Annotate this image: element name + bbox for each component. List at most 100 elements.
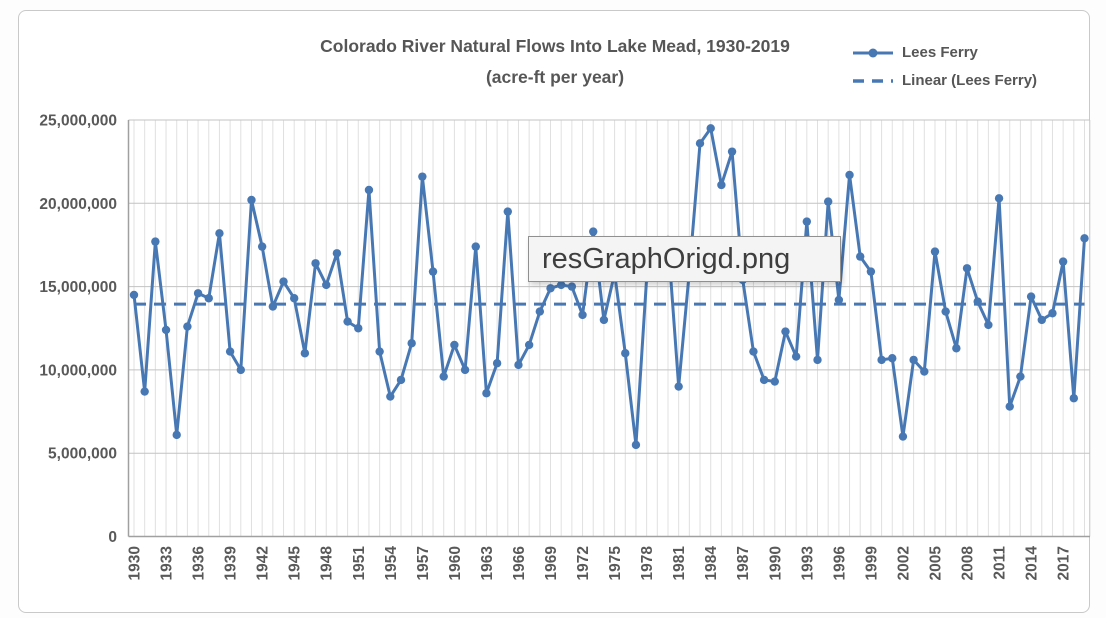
y-axis-tick-label: 5,000,000 — [48, 446, 117, 463]
data-point-marker — [1016, 372, 1025, 381]
x-axis-tick-label: 1978 — [639, 546, 656, 581]
data-point-marker — [770, 377, 779, 386]
y-axis-tick-label: 0 — [108, 529, 117, 546]
data-point-marker — [439, 372, 448, 381]
x-axis-tick-label: 2002 — [895, 546, 912, 580]
data-point-marker — [994, 194, 1004, 203]
data-point-marker — [247, 195, 256, 205]
data-point-marker — [524, 340, 534, 350]
data-point-marker — [952, 344, 961, 353]
data-point-marker — [802, 217, 812, 226]
data-point-marker — [589, 227, 598, 236]
data-point-marker — [920, 367, 929, 376]
x-axis-tick-label: 1960 — [447, 546, 464, 580]
legend-dashed-line-icon — [853, 78, 893, 83]
x-axis-tick-label: 1933 — [159, 546, 176, 581]
data-point-marker — [727, 147, 737, 156]
data-point-marker — [503, 207, 512, 216]
data-point-marker — [407, 339, 416, 348]
data-point-marker — [450, 340, 459, 350]
data-point-marker — [289, 294, 299, 303]
data-point-marker — [354, 324, 363, 333]
y-axis-tick-label: 15,000,000 — [39, 279, 117, 296]
data-point-marker — [1005, 402, 1014, 411]
data-point-marker — [1069, 394, 1079, 403]
data-point-marker — [1026, 292, 1036, 301]
data-point-marker — [492, 359, 502, 368]
data-point-marker — [428, 267, 438, 276]
data-point-marker — [322, 280, 331, 290]
data-point-marker — [375, 347, 384, 356]
data-point-marker — [1080, 234, 1089, 243]
data-point-marker — [845, 170, 854, 180]
data-point-marker — [236, 365, 245, 375]
data-point-marker — [877, 355, 886, 365]
chart-frame — [18, 10, 1090, 613]
data-point-marker — [706, 124, 715, 133]
data-point-marker — [418, 172, 427, 181]
data-point-marker — [749, 347, 758, 356]
data-point-marker — [129, 290, 139, 300]
x-axis-tick-label: 1999 — [863, 546, 880, 581]
data-point-marker — [140, 387, 149, 396]
data-point-marker — [364, 185, 374, 195]
x-axis-tick-label: 1948 — [319, 546, 336, 581]
data-point-marker — [888, 354, 897, 363]
data-point-marker — [268, 302, 278, 311]
data-point-marker — [396, 375, 406, 385]
data-point-marker — [621, 349, 630, 358]
legend-label: Lees Ferry — [902, 44, 978, 61]
x-axis-tick-label: 1966 — [511, 546, 528, 581]
data-point-marker — [535, 307, 545, 316]
data-point-marker — [172, 430, 181, 440]
data-point-marker — [183, 322, 192, 331]
data-point-marker — [257, 242, 267, 251]
data-point-marker — [834, 295, 844, 305]
x-axis-tick-label: 1951 — [351, 546, 368, 581]
data-point-marker — [1048, 309, 1057, 318]
data-point-marker — [225, 347, 235, 356]
data-point-marker — [856, 252, 865, 261]
x-axis-tick-label: 1993 — [799, 546, 816, 581]
data-point-marker — [514, 360, 523, 370]
data-point-marker — [578, 310, 587, 320]
data-point-marker — [781, 327, 790, 336]
x-axis-tick-label: 1984 — [703, 546, 720, 581]
data-point-marker — [471, 242, 480, 251]
x-axis-tick-label: 1957 — [415, 546, 432, 580]
data-point-marker — [599, 315, 609, 325]
x-axis-tick-label: 1987 — [735, 546, 752, 580]
data-point-marker — [460, 365, 470, 375]
x-axis-tick-label: 1939 — [223, 546, 240, 581]
data-point-marker — [300, 349, 310, 358]
data-point-marker — [813, 355, 822, 365]
data-point-marker — [386, 392, 395, 401]
data-point-marker — [973, 297, 982, 306]
x-axis-tick-label: 1930 — [127, 546, 144, 580]
data-point-marker — [279, 277, 288, 286]
x-axis-tick-label: 2005 — [927, 546, 944, 581]
x-axis-tick-label: 2011 — [992, 546, 1009, 580]
data-point-marker — [984, 320, 993, 330]
x-axis-tick-label: 1990 — [767, 546, 784, 580]
data-point-marker — [1037, 315, 1046, 325]
data-point-marker — [311, 259, 320, 268]
x-axis-tick-label: 1945 — [287, 546, 304, 581]
x-axis-tick-label: 1996 — [831, 546, 848, 581]
chart-legend: Lees Ferry Linear (Lees Ferry) — [851, 44, 1037, 89]
data-point-marker — [823, 197, 833, 206]
data-point-marker — [898, 432, 908, 441]
x-axis-tick-label: 1942 — [255, 546, 272, 580]
data-point-marker — [866, 267, 876, 276]
chart-title: Colorado River Natural Flows Into Lake M… — [320, 36, 790, 56]
legend-item-lees-ferry: Lees Ferry — [851, 44, 1037, 61]
data-point-marker — [962, 264, 972, 273]
x-axis-tick-label: 2008 — [960, 546, 977, 581]
chart-title-block: Colorado River Natural Flows Into Lake M… — [160, 36, 950, 86]
data-point-marker — [482, 389, 491, 398]
data-point-marker — [941, 307, 950, 316]
x-axis-tick-label: 1954 — [383, 546, 400, 581]
x-axis-tick-label: 2014 — [1024, 546, 1041, 581]
